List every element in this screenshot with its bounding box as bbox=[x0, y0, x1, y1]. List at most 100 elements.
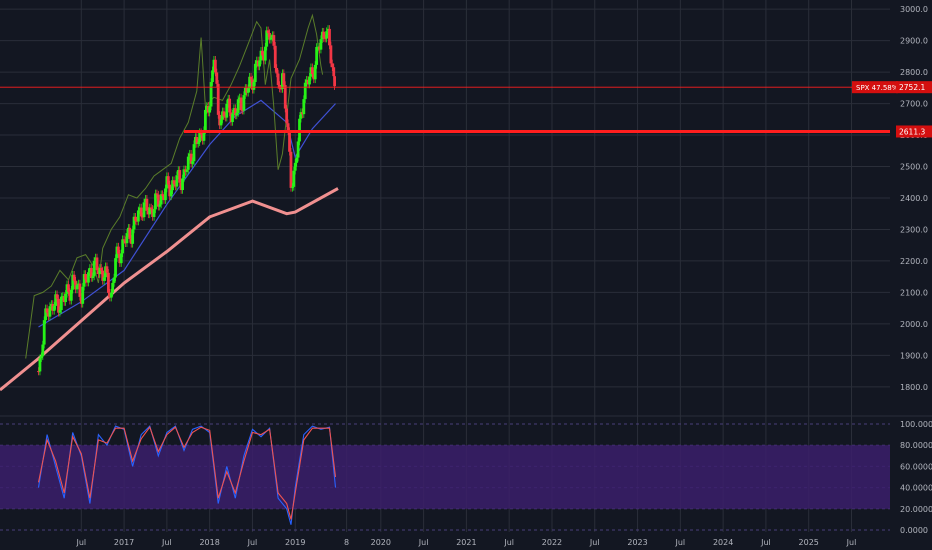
candle-body bbox=[245, 87, 249, 93]
candle-body bbox=[47, 312, 50, 317]
candle-body bbox=[67, 284, 70, 292]
candle-body bbox=[215, 72, 219, 84]
candle-body bbox=[316, 46, 320, 48]
last-price-badge-label: SPX 47.58% bbox=[856, 84, 899, 92]
candle-body bbox=[285, 108, 289, 124]
main-grid bbox=[0, 0, 890, 416]
candle-body bbox=[136, 210, 140, 222]
candle-body bbox=[168, 184, 172, 197]
candle-body bbox=[282, 73, 286, 86]
price-axis[interactable]: 3000.02900.02800.02700.02600.02500.02400… bbox=[852, 5, 932, 392]
time-tick-label: 2022 bbox=[542, 538, 562, 547]
candle-body bbox=[128, 227, 132, 239]
candle-body bbox=[39, 356, 43, 359]
oscillator-axis[interactable]: 100.0000 80.0000 60.0000 40.0000 20.0000 0.00… bbox=[900, 420, 932, 535]
candle-body bbox=[252, 82, 256, 90]
candle-body bbox=[108, 292, 112, 298]
candle-body bbox=[149, 207, 153, 209]
price-pane[interactable] bbox=[0, 13, 890, 392]
candle-body bbox=[195, 136, 199, 144]
price-tick-label: 3000.0 bbox=[900, 5, 928, 14]
candle-body bbox=[279, 88, 283, 90]
time-tick-label: Jul bbox=[589, 538, 600, 547]
candle-body bbox=[265, 30, 269, 47]
long-moving-average-line bbox=[0, 187, 339, 392]
time-tick-label: 2021 bbox=[456, 538, 476, 547]
candle-body bbox=[212, 59, 216, 71]
candle-body bbox=[84, 274, 87, 280]
candle-body bbox=[256, 60, 260, 67]
candle-body bbox=[65, 284, 69, 294]
price-tick-label: 2200.0 bbox=[900, 257, 928, 266]
candle-body bbox=[292, 170, 296, 187]
price-tick-label: 1800.0 bbox=[900, 383, 928, 392]
time-tick-label: 2025 bbox=[799, 538, 819, 547]
candle-body bbox=[271, 35, 274, 38]
time-tick-label: 2018 bbox=[199, 538, 219, 547]
oscillator-tick-label: 80.0000 bbox=[900, 441, 932, 450]
stochastic-band bbox=[0, 445, 890, 509]
candle-body bbox=[326, 28, 330, 32]
candle-body bbox=[174, 184, 177, 187]
time-axis[interactable]: Jul 2017 Jul 2018 Jul 2019 8 2020 Jul 2021 Jul 2022… bbox=[75, 538, 856, 547]
candle-body bbox=[165, 176, 169, 189]
candle-body bbox=[328, 28, 331, 46]
candle-body bbox=[169, 190, 173, 197]
candle-body bbox=[89, 267, 93, 278]
candle-body bbox=[273, 45, 277, 68]
candle-body bbox=[105, 266, 109, 273]
candle-body bbox=[226, 98, 230, 104]
candle-body bbox=[82, 274, 86, 287]
candle-body bbox=[162, 196, 166, 201]
oscillator-pane[interactable] bbox=[0, 425, 890, 525]
candle-body bbox=[164, 188, 167, 201]
candle-body bbox=[139, 207, 143, 217]
candle-body bbox=[198, 132, 202, 143]
candle-body bbox=[239, 97, 243, 111]
time-tick-label: 8 bbox=[344, 538, 349, 547]
candle-body bbox=[55, 294, 59, 299]
time-tick-label: Jul bbox=[161, 538, 172, 547]
candle-body bbox=[146, 210, 150, 215]
candle-body bbox=[218, 114, 222, 126]
candle-body bbox=[184, 169, 187, 172]
stochastic-k-line bbox=[37, 425, 337, 525]
candle-body bbox=[253, 63, 257, 83]
candle-body bbox=[232, 108, 236, 114]
candle-body bbox=[114, 258, 117, 278]
candle-body bbox=[94, 257, 97, 261]
candle-body bbox=[95, 257, 99, 271]
candle-body bbox=[293, 162, 297, 171]
candle-body bbox=[325, 31, 329, 39]
candle-body bbox=[79, 296, 83, 304]
candle-body bbox=[62, 296, 66, 303]
candle-body bbox=[102, 277, 106, 281]
candle-body bbox=[211, 70, 214, 83]
candle-body bbox=[206, 105, 210, 113]
candle-body bbox=[276, 73, 280, 85]
time-tick-label: Jul bbox=[675, 538, 686, 547]
candle-body bbox=[99, 267, 103, 271]
candle-body bbox=[238, 97, 242, 100]
candle-body bbox=[272, 35, 276, 46]
candle-body bbox=[42, 320, 46, 345]
candle-body bbox=[263, 46, 267, 61]
candle-body bbox=[75, 285, 79, 290]
candle-body bbox=[78, 283, 82, 297]
candle-body bbox=[219, 119, 223, 126]
candle-body bbox=[109, 292, 113, 298]
candle-body bbox=[303, 82, 307, 100]
candle-body bbox=[125, 233, 129, 244]
candle-body bbox=[74, 280, 77, 290]
candle-body bbox=[330, 63, 334, 68]
candle-body bbox=[124, 240, 127, 244]
oscillator-tick-label: 60.0000 bbox=[900, 462, 932, 471]
candle-body bbox=[145, 198, 149, 211]
candle-body bbox=[235, 112, 239, 116]
candle-body bbox=[236, 99, 240, 113]
candle-body bbox=[57, 298, 60, 313]
candle-body bbox=[305, 79, 309, 83]
candle-body bbox=[194, 136, 197, 145]
candle-body bbox=[186, 156, 190, 170]
